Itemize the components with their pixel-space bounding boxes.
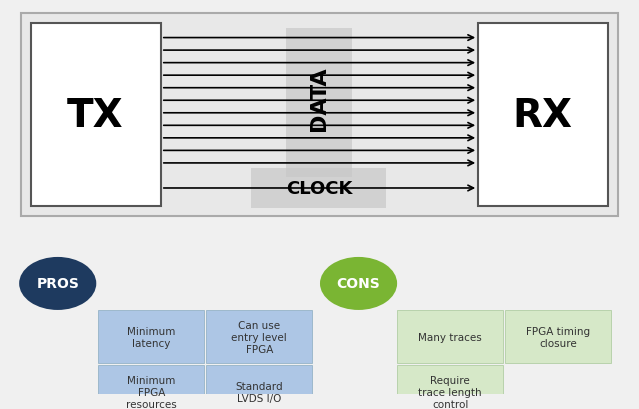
FancyBboxPatch shape [286, 29, 352, 178]
Text: TX: TX [67, 97, 123, 135]
FancyBboxPatch shape [397, 311, 503, 364]
FancyBboxPatch shape [98, 366, 204, 409]
FancyBboxPatch shape [21, 14, 618, 216]
Text: PROS: PROS [36, 277, 79, 291]
Ellipse shape [19, 257, 96, 310]
Text: FPGA timing
closure: FPGA timing closure [526, 326, 590, 348]
Text: Many traces: Many traces [419, 332, 482, 342]
FancyBboxPatch shape [31, 24, 161, 207]
Text: CLOCK: CLOCK [286, 180, 352, 198]
Text: DATA: DATA [309, 66, 329, 130]
Text: CONS: CONS [337, 277, 380, 291]
Text: Minimum
FPGA
resources: Minimum FPGA resources [126, 375, 176, 409]
FancyBboxPatch shape [505, 311, 611, 364]
FancyBboxPatch shape [98, 311, 204, 364]
FancyBboxPatch shape [478, 24, 608, 207]
Text: Can use
entry level
FPGA: Can use entry level FPGA [231, 321, 287, 354]
Text: Require
trace length
control: Require trace length control [419, 375, 482, 409]
Text: Minimum
latency: Minimum latency [127, 326, 176, 348]
FancyBboxPatch shape [206, 366, 312, 409]
Text: RX: RX [512, 97, 573, 135]
FancyBboxPatch shape [206, 311, 312, 364]
Ellipse shape [320, 257, 397, 310]
FancyBboxPatch shape [250, 169, 385, 209]
FancyBboxPatch shape [397, 366, 503, 409]
Text: Standard
LVDS I/O: Standard LVDS I/O [235, 381, 283, 403]
